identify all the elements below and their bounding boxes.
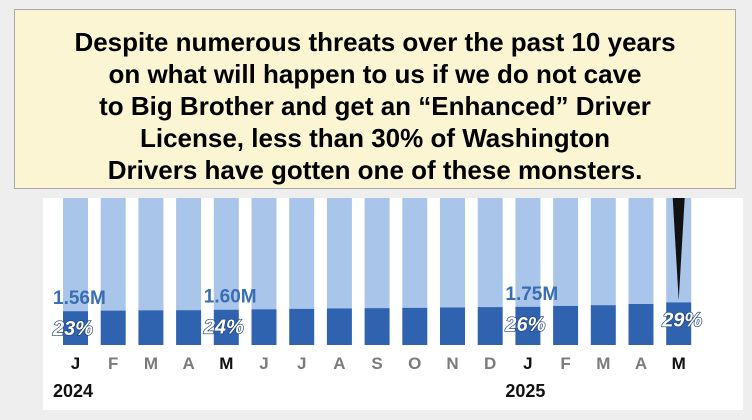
bar-enhanced	[100, 310, 126, 345]
bar-remaining	[289, 198, 315, 309]
x-tick-label: J	[71, 354, 80, 373]
caption-banner: Despite numerous threats over the past 1…	[14, 9, 736, 189]
count-label: 1.75M	[505, 284, 558, 305]
bar-enhanced	[402, 307, 428, 345]
bar-enhanced	[63, 311, 88, 345]
year-label: 2025	[505, 381, 545, 401]
bar-remaining	[138, 198, 164, 311]
year-label: 2024	[53, 381, 93, 401]
bar-remaining	[100, 198, 126, 311]
x-tick-label: M	[672, 354, 686, 373]
x-tick-label: A	[635, 354, 647, 373]
current-month-marker	[672, 198, 685, 301]
bar-enhanced	[477, 307, 503, 345]
percent-label: 29%	[661, 309, 702, 331]
x-tick-label: M	[144, 354, 158, 373]
x-tick-label: O	[408, 354, 421, 373]
bar-remaining	[515, 198, 541, 307]
bar-remaining	[213, 198, 239, 310]
bar-remaining	[477, 198, 503, 308]
bar-remaining	[553, 198, 579, 306]
bar-enhanced	[666, 302, 692, 345]
bar-remaining	[176, 198, 202, 311]
caption-text: Despite numerous threats over the past 1…	[74, 27, 676, 185]
bar-enhanced	[326, 308, 352, 345]
bar-remaining	[402, 198, 428, 308]
bar-enhanced	[590, 305, 616, 345]
bar-enhanced	[364, 308, 390, 345]
bar-remaining	[63, 198, 88, 312]
bar-enhanced	[440, 307, 465, 345]
bar-remaining	[326, 198, 352, 309]
bar-enhanced	[251, 309, 277, 345]
x-tick-label: S	[371, 354, 382, 373]
bar-remaining	[628, 198, 654, 304]
x-tick-label: M	[219, 354, 233, 373]
x-tick-label: J	[259, 354, 268, 373]
bar-remaining	[440, 198, 465, 308]
bar-remaining	[251, 198, 277, 310]
x-tick-label: J	[297, 354, 306, 373]
bar-enhanced	[628, 303, 654, 345]
percent-label: 24%	[203, 317, 244, 339]
bar-enhanced	[515, 306, 541, 345]
x-tick-label: N	[446, 354, 458, 373]
x-tick-label: D	[484, 354, 496, 373]
x-tick-label: F	[560, 354, 570, 373]
chart-area: JFMAMJJASONDJFMAM0202420251.56M23%1.60M2…	[43, 198, 743, 410]
bar-enhanced	[138, 310, 164, 345]
count-label: 1.60M	[204, 287, 257, 308]
x-tick-label: A	[182, 354, 194, 373]
x-tick-label: J	[523, 354, 532, 373]
bar-enhanced	[213, 309, 239, 345]
bar-enhanced	[176, 310, 202, 345]
bar-enhanced	[553, 305, 579, 345]
x-tick-label: A	[333, 354, 345, 373]
count-label: 1.56M	[53, 288, 106, 309]
percent-label: 26%	[504, 314, 545, 336]
percent-label: 23%	[52, 318, 93, 340]
bar-chart: JFMAMJJASONDJFMAM0202420251.56M23%1.60M2…	[51, 198, 703, 401]
bar-enhanced	[289, 308, 315, 345]
x-tick-label: M	[596, 354, 610, 373]
bar-remaining	[590, 198, 616, 306]
bar-remaining	[364, 198, 390, 309]
x-tick-label: F	[108, 354, 118, 373]
